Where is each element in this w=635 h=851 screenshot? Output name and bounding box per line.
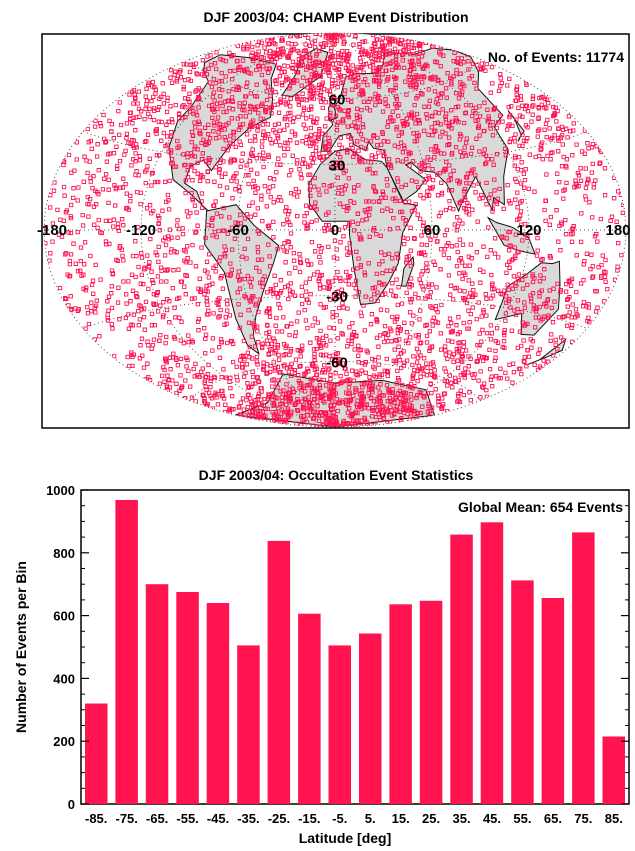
x-tick-label: 15. [392, 811, 410, 826]
x-tick-label: 35. [453, 811, 471, 826]
event-markers [44, 33, 626, 427]
bar [267, 540, 291, 804]
meridian-line [140, 32, 336, 428]
bar [480, 522, 504, 804]
map-title: DJF 2003/04: CHAMP Event Distribution [203, 9, 468, 25]
bar [572, 532, 595, 804]
y-tick-label: 200 [53, 734, 75, 749]
continent-new-zealand [526, 338, 567, 366]
lon-tick-label: 60 [424, 222, 441, 239]
meridian-line [334, 32, 530, 428]
bar [419, 600, 443, 804]
y-tick-label: 0 [68, 797, 75, 812]
x-tick-label: 5. [365, 811, 376, 826]
bar [145, 584, 169, 804]
lat-tick-label: 60 [329, 92, 346, 109]
bar [359, 633, 382, 804]
bar-y-label: Number of Events per Bin [13, 561, 29, 733]
bar [206, 603, 230, 804]
x-tick-label: 65. [544, 811, 562, 826]
x-tick-label: -85. [85, 811, 107, 826]
x-tick-label: 45. [483, 811, 501, 826]
x-tick-label: -15. [298, 811, 320, 826]
x-tick-label: -45. [207, 811, 229, 826]
y-tick-label: 1000 [46, 483, 75, 498]
x-tick-label: 55. [513, 811, 531, 826]
bar [511, 580, 534, 804]
lon-tick-label: 0 [331, 222, 339, 239]
bar-series [85, 500, 625, 804]
lat-tick-label: -30 [326, 289, 348, 306]
lon-tick-label: 180 [605, 222, 630, 239]
lon-tick-label: -120 [126, 222, 156, 239]
bar [176, 592, 199, 804]
x-tick-label: 25. [422, 811, 440, 826]
x-tick-label: -35. [237, 811, 259, 826]
lat-tick-label: 30 [329, 157, 346, 174]
x-tick-label: -5. [332, 811, 347, 826]
lat-tick-label: -60 [326, 354, 348, 371]
map-event-count: No. of Events: 11774 [488, 49, 624, 65]
x-tick-label: -25. [268, 811, 290, 826]
x-tick-label: -75. [115, 811, 137, 826]
x-tick-label: -55. [176, 811, 198, 826]
bar [541, 598, 565, 804]
lon-tick-label: -60 [227, 222, 249, 239]
bar [298, 613, 321, 804]
continent-indonesia [486, 216, 536, 255]
x-tick-label: 75. [574, 811, 592, 826]
bar [450, 534, 473, 804]
bar-x-label: Latitude [deg] [299, 830, 392, 846]
bar [328, 645, 351, 804]
x-tick-label: -65. [146, 811, 168, 826]
bar-title: DJF 2003/04: Occultation Event Statistic… [199, 467, 474, 483]
bar [237, 645, 260, 804]
bar [115, 500, 138, 804]
lon-tick-label: -180 [37, 222, 67, 239]
map-event-markers [44, 33, 626, 427]
y-tick-label: 400 [53, 671, 75, 686]
lon-tick-label: 120 [516, 222, 541, 239]
bar [602, 736, 625, 804]
map-tick-labels: -180 -120 -60 0 60 120 180 60 30 -30 -60 [37, 92, 631, 372]
y-tick-label: 800 [53, 546, 75, 561]
bar-y-axis: 0 200 400 600 800 1000 [46, 483, 629, 812]
bar [389, 604, 412, 804]
x-tick-label: 85. [605, 811, 623, 826]
global-mean-annotation: Global Mean: 654 Events [458, 499, 623, 515]
bar-plot-frame [80, 489, 630, 805]
bar [85, 703, 108, 804]
y-tick-label: 600 [53, 609, 75, 624]
bar-x-axis: -85. -75. -65. -55. -45. -35. -25. -15. -5. 5. 15.… [85, 811, 623, 826]
